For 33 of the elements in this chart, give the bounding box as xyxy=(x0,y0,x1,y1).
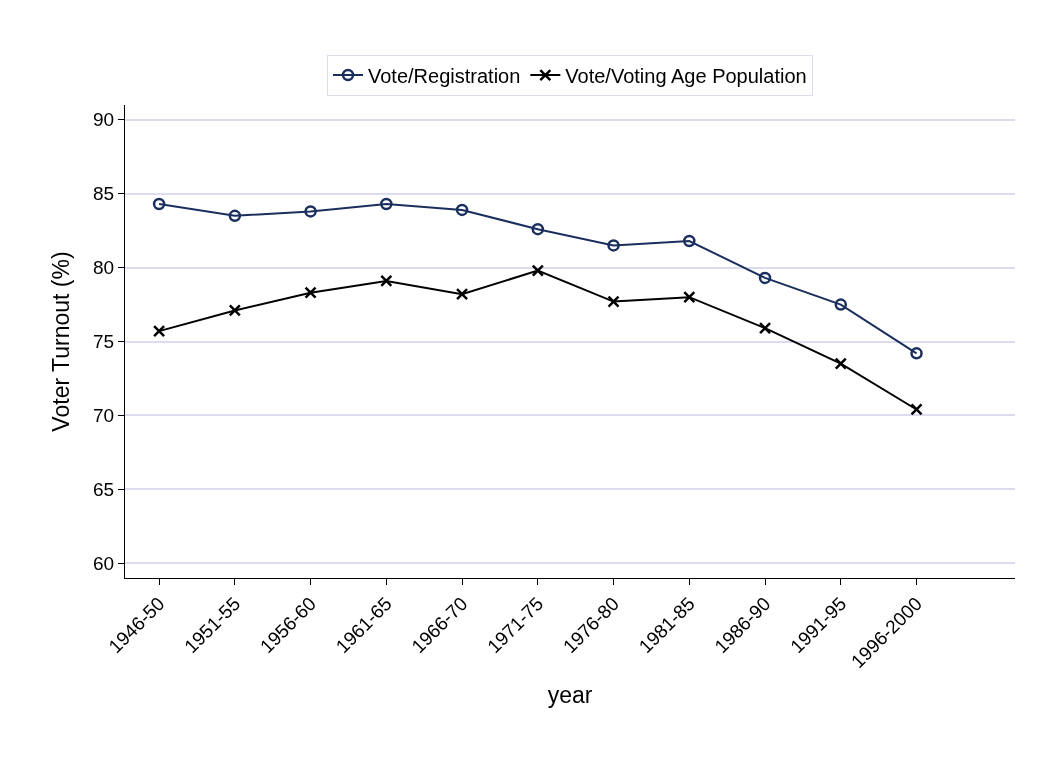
legend-label: Vote/Voting Age Population xyxy=(565,64,807,87)
y-tick-label: 70 xyxy=(93,405,115,427)
point xyxy=(758,271,772,285)
point xyxy=(758,321,772,335)
point xyxy=(380,197,393,211)
y-tick-label: 75 xyxy=(93,331,115,353)
point xyxy=(683,234,696,248)
point xyxy=(531,222,545,236)
x-axis-title: year xyxy=(547,681,593,708)
point xyxy=(455,203,469,217)
y-tick-label: 80 xyxy=(93,257,115,279)
point xyxy=(834,357,848,370)
point xyxy=(304,205,317,218)
point xyxy=(304,286,317,299)
point xyxy=(531,264,545,277)
point xyxy=(910,403,923,416)
point xyxy=(607,295,620,308)
point xyxy=(228,304,242,317)
y-tick-label: 60 xyxy=(93,552,115,574)
y-tick-label: 85 xyxy=(93,183,115,205)
y-axis-title: Voter Turnout (%) xyxy=(48,251,74,432)
point xyxy=(152,324,166,338)
point xyxy=(834,298,848,311)
legend-label: Vote/Registration xyxy=(368,64,521,87)
point xyxy=(455,287,469,301)
y-tick-label: 65 xyxy=(93,478,115,500)
point xyxy=(152,197,166,211)
point xyxy=(683,290,696,304)
point xyxy=(380,274,393,288)
point xyxy=(910,347,923,360)
point xyxy=(228,209,242,223)
point xyxy=(607,239,620,252)
y-tick-label: 90 xyxy=(93,109,115,131)
